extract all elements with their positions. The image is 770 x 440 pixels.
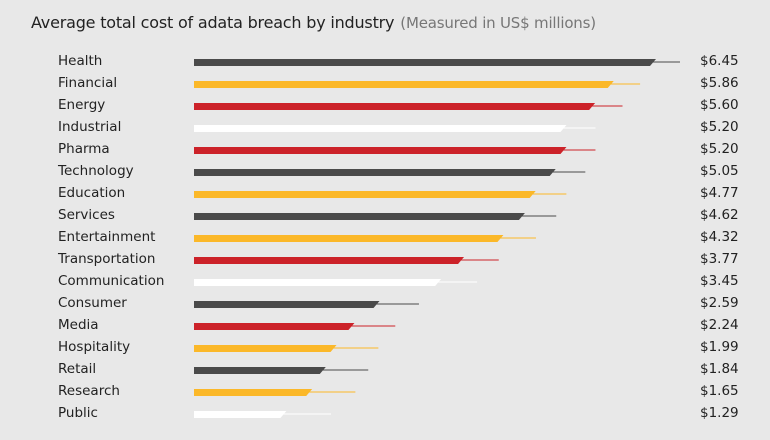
category-label: Industrial	[58, 119, 121, 135]
bar-row: Entertainment $4.32	[58, 229, 739, 245]
bar	[194, 125, 567, 132]
bar	[194, 279, 442, 286]
bar	[194, 147, 567, 154]
bar-row: Consumer $2.59	[58, 295, 739, 311]
bar	[194, 59, 656, 66]
bar	[194, 411, 287, 418]
value-label: $4.32	[700, 229, 739, 245]
category-label: Transportation	[57, 251, 155, 267]
value-label: $1.29	[700, 405, 739, 421]
bar	[194, 323, 355, 330]
category-label: Media	[58, 317, 99, 333]
bar	[194, 81, 614, 88]
category-label: Retail	[58, 361, 96, 377]
bar-row: Services $4.62	[58, 207, 739, 223]
bar	[194, 367, 326, 374]
bar-row: Pharma $5.20	[58, 141, 739, 157]
category-label: Public	[58, 405, 98, 421]
chart-subtitle: (Measured in US$ millions)	[400, 14, 596, 32]
bar-row: Retail $1.84	[58, 361, 739, 377]
value-label: $5.20	[700, 119, 739, 135]
bar-row: Education $4.77	[58, 185, 739, 201]
category-label: Energy	[58, 97, 105, 113]
value-label: $3.77	[700, 251, 739, 267]
bar	[194, 235, 504, 242]
bar	[194, 389, 313, 396]
bar	[194, 169, 556, 176]
category-label: Health	[58, 53, 102, 69]
chart-title: Average total cost of adata breach by in…	[31, 13, 596, 32]
bar-row: Transportation $3.77	[57, 251, 739, 267]
bar-row: Communication $3.45	[58, 273, 739, 289]
bar-row: Technology $5.05	[57, 163, 739, 179]
bar-row: Public $1.29	[58, 405, 739, 421]
bar-row: Hospitality $1.99	[58, 339, 739, 355]
category-label: Technology	[57, 163, 134, 179]
bar-row: Health $6.45	[58, 53, 739, 69]
category-label: Entertainment	[58, 229, 155, 245]
bar-row: Financial $5.86	[58, 75, 739, 91]
value-label: $5.86	[700, 75, 739, 91]
category-label: Financial	[58, 75, 117, 91]
bar-row: Energy $5.60	[58, 97, 739, 113]
bar-row: Research $1.65	[58, 383, 739, 399]
value-label: $5.20	[700, 141, 739, 157]
value-label: $2.24	[700, 317, 739, 333]
bar	[194, 191, 536, 198]
bar	[194, 213, 525, 220]
bar	[194, 345, 337, 352]
value-label: $4.62	[700, 207, 739, 223]
category-label: Services	[58, 207, 115, 223]
chart-title-text: Average total cost of adata breach by in…	[31, 13, 395, 32]
value-label: $4.77	[700, 185, 739, 201]
bar	[194, 257, 465, 264]
bar-row: Media $2.24	[58, 317, 739, 333]
bar	[194, 301, 380, 308]
bar	[194, 103, 596, 110]
value-label: $5.05	[700, 163, 739, 179]
value-label: $3.45	[700, 273, 739, 289]
category-label: Research	[58, 383, 120, 399]
value-label: $6.45	[700, 53, 739, 69]
value-label: $2.59	[700, 295, 739, 311]
value-label: $1.99	[700, 339, 739, 355]
category-label: Communication	[58, 273, 164, 289]
value-label: $1.65	[700, 383, 739, 399]
category-label: Consumer	[58, 295, 127, 311]
category-label: Pharma	[58, 141, 110, 157]
category-label: Hospitality	[58, 339, 130, 355]
category-label: Education	[58, 185, 125, 201]
value-label: $5.60	[700, 97, 739, 113]
value-label: $1.84	[700, 361, 739, 377]
bar-row: Industrial $5.20	[58, 119, 739, 135]
